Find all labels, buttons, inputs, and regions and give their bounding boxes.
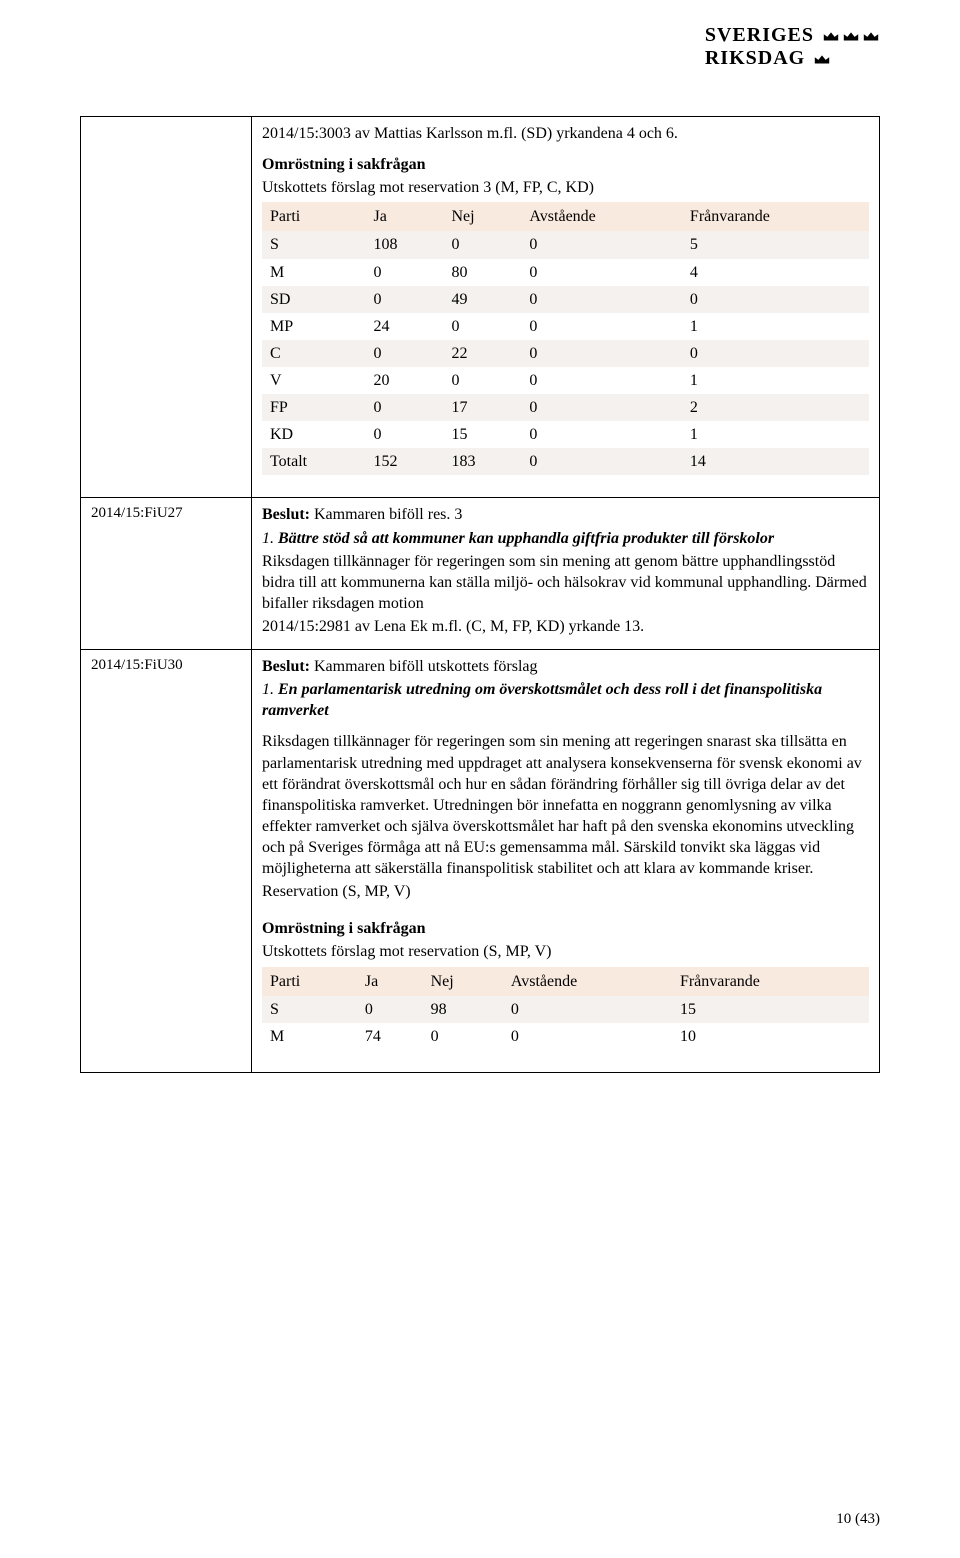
- item-ref: 2014/15:FiU30: [91, 656, 241, 676]
- col-parti: Parti: [262, 967, 357, 996]
- col-ja: Ja: [357, 967, 423, 996]
- crown-icons-row-1: [822, 29, 880, 43]
- vote-table-2: Parti Ja Nej Avstående Frånvarande S0980…: [262, 967, 869, 1050]
- table-row: FP01702: [262, 394, 869, 421]
- motion-reference: 2014/15:3003 av Mattias Karlsson m.fl. (…: [262, 123, 869, 144]
- voting-title: Omröstning i sakfrågan: [262, 154, 869, 175]
- crown-icon: [822, 29, 840, 43]
- table-row: M740010: [262, 1023, 869, 1050]
- item-title: Bättre stöd så att kommuner kan upphandl…: [278, 530, 774, 547]
- logo-word-1: SVERIGES: [705, 24, 814, 47]
- table-row: MP24001: [262, 313, 869, 340]
- col-ja: Ja: [365, 202, 443, 231]
- riksdag-logo: SVERIGES RIKSDAG: [705, 24, 880, 70]
- col-avstaende: Avstående: [521, 202, 682, 231]
- grid-row-1: 2014/15:FiU27 Beslut: Kammaren biföll re…: [81, 498, 880, 650]
- item-body: Riksdagen tillkännager för regeringen so…: [262, 731, 869, 879]
- item-title: En parlamentarisk utredning om överskott…: [262, 681, 822, 719]
- document-grid: 2014/15:3003 av Mattias Karlsson m.fl. (…: [80, 116, 880, 1073]
- crown-icons-row-2: [813, 52, 831, 66]
- item-heading: 1. En parlamentarisk utredning om översk…: [262, 679, 869, 721]
- beslut-label: Beslut:: [262, 506, 314, 523]
- table-row: M08004: [262, 259, 869, 286]
- grid-row-0: 2014/15:3003 av Mattias Karlsson m.fl. (…: [81, 117, 880, 498]
- crown-icon: [842, 29, 860, 43]
- crown-icon: [813, 52, 831, 66]
- crown-icon: [862, 29, 880, 43]
- grid-row-0-left: [81, 117, 252, 498]
- item-ref: 2014/15:FiU27: [91, 504, 241, 524]
- grid-row-2-right: Beslut: Kammaren biföll utskottets försl…: [252, 650, 880, 1073]
- col-nej: Nej: [443, 202, 521, 231]
- table-row-total: Totalt152183014: [262, 448, 869, 475]
- vote-table-0: Parti Ja Nej Avstående Frånvarande S1080…: [262, 202, 869, 475]
- col-parti: Parti: [262, 202, 365, 231]
- grid-row-0-right: 2014/15:3003 av Mattias Karlsson m.fl. (…: [252, 117, 880, 498]
- table-row: S108005: [262, 231, 869, 258]
- item-number: 1.: [262, 530, 278, 547]
- reservation-line: Reservation (S, MP, V): [262, 881, 869, 902]
- table-row: SD04900: [262, 286, 869, 313]
- grid-row-2-left: 2014/15:FiU30: [81, 650, 252, 1073]
- table-row: C02200: [262, 340, 869, 367]
- table-header-row: Parti Ja Nej Avstående Frånvarande: [262, 967, 869, 996]
- table-row: KD01501: [262, 421, 869, 448]
- grid-row-1-left: 2014/15:FiU27: [81, 498, 252, 650]
- item-body: Riksdagen tillkännager för regeringen so…: [262, 551, 869, 614]
- col-avstaende: Avstående: [503, 967, 672, 996]
- logo-line-1: SVERIGES: [705, 24, 880, 47]
- logo-word-2: RIKSDAG: [705, 47, 805, 70]
- item-body-2: 2014/15:2981 av Lena Ek m.fl. (C, M, FP,…: [262, 616, 869, 637]
- item-number: 1.: [262, 681, 278, 698]
- item-heading: 1. Bättre stöd så att kommuner kan uppha…: [262, 528, 869, 549]
- col-nej: Nej: [423, 967, 503, 996]
- page-number: 10 (43): [836, 1510, 880, 1530]
- voting-subtitle: Utskottets förslag mot reservation 3 (M,…: [262, 177, 869, 198]
- voting-subtitle: Utskottets förslag mot reservation (S, M…: [262, 941, 869, 962]
- decision-line: Beslut: Kammaren biföll utskottets försl…: [262, 656, 869, 677]
- table-header-row: Parti Ja Nej Avstående Frånvarande: [262, 202, 869, 231]
- page-container: SVERIGES RIKSDAG 2014/15:3003 av Mattias…: [0, 0, 960, 1558]
- table-row: V20001: [262, 367, 869, 394]
- col-franvarande: Frånvarande: [672, 967, 869, 996]
- beslut-label: Beslut:: [262, 658, 314, 675]
- grid-row-1-right: Beslut: Kammaren biföll res. 3 1. Bättre…: [252, 498, 880, 650]
- decision-line: Beslut: Kammaren biföll res. 3: [262, 504, 869, 525]
- logo-line-2: RIKSDAG: [705, 47, 880, 70]
- table-row: S098015: [262, 996, 869, 1023]
- voting-title: Omröstning i sakfrågan: [262, 918, 869, 939]
- col-franvarande: Frånvarande: [682, 202, 869, 231]
- beslut-text: Kammaren biföll res. 3: [314, 506, 462, 523]
- grid-row-2: 2014/15:FiU30 Beslut: Kammaren biföll ut…: [81, 650, 880, 1073]
- beslut-text: Kammaren biföll utskottets förslag: [314, 658, 538, 675]
